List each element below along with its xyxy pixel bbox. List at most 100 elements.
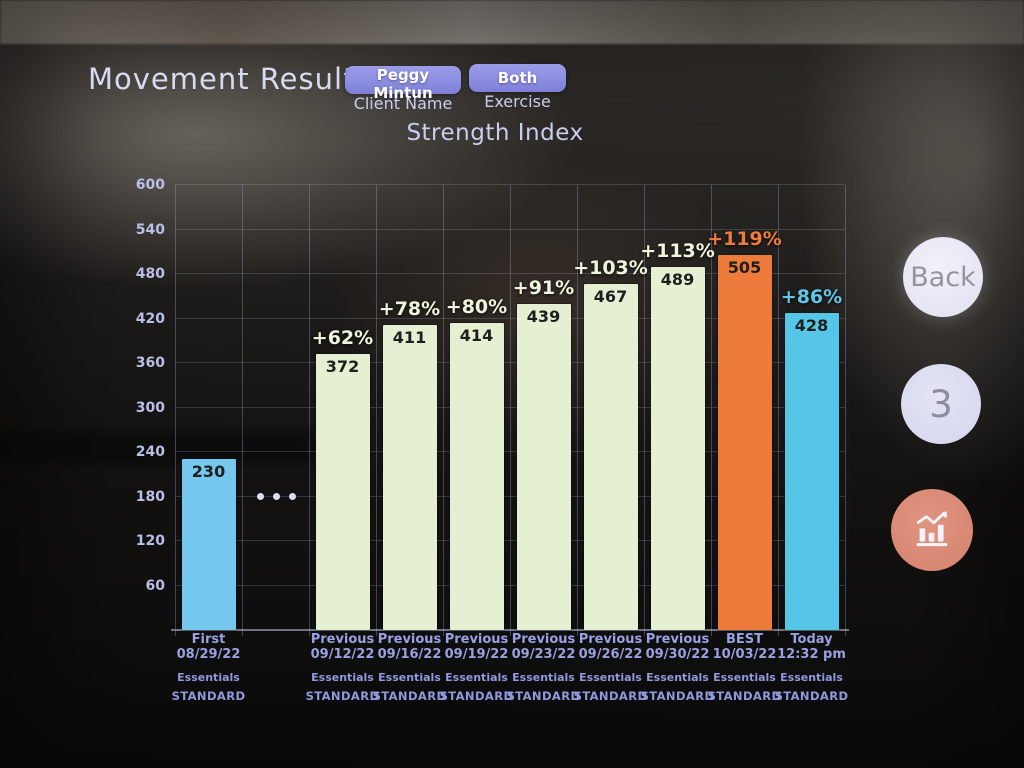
y-axis-label: 60 xyxy=(145,577,165,594)
x-axis-baseline xyxy=(171,629,849,631)
gridline xyxy=(577,185,578,636)
bar-column-label: Previous 09/16/22 xyxy=(366,632,453,662)
level-label: STANDARD xyxy=(774,689,849,703)
program-label: Essentials xyxy=(512,671,575,684)
bar-column-label: BEST 10/03/22 xyxy=(701,632,788,662)
level-label: STANDARD xyxy=(573,689,648,703)
bar-column-label: Previous 09/30/22 xyxy=(634,632,721,662)
gridline xyxy=(443,185,444,636)
gridline xyxy=(376,185,377,636)
bar-chart-trend-icon xyxy=(910,506,954,554)
bar-column-label: Previous 09/12/22 xyxy=(299,632,386,662)
gridline xyxy=(778,185,779,636)
bar-value: 230 xyxy=(191,462,226,482)
level-label: STANDARD xyxy=(707,689,782,703)
y-axis-label: 540 xyxy=(135,221,165,238)
level-label: STANDARD xyxy=(439,689,514,703)
bar-date-label: 09/30/22 xyxy=(645,647,710,662)
gridline xyxy=(175,540,845,541)
gridline xyxy=(175,185,176,636)
program-label: Essentials xyxy=(579,671,642,684)
bar-pct-label: +113% xyxy=(640,240,715,263)
bar-name-label: Previous xyxy=(444,632,509,647)
gridline xyxy=(845,185,846,636)
gridline xyxy=(510,185,511,636)
bar-date-label: 09/26/22 xyxy=(578,647,643,662)
gridline xyxy=(175,362,845,363)
bar-date-label: 09/16/22 xyxy=(377,647,442,662)
result-bar[interactable]: 505 xyxy=(717,255,772,630)
bar-value: 467 xyxy=(593,286,628,306)
bar-value: 505 xyxy=(727,258,762,278)
gridline xyxy=(309,185,310,636)
bar-column-label: Previous 09/26/22 xyxy=(567,632,654,662)
bar-value: 414 xyxy=(459,325,494,345)
bar-pct-label: +78% xyxy=(378,298,441,321)
result-bar[interactable]: 372 xyxy=(315,354,370,630)
y-axis-label: 240 xyxy=(135,444,165,460)
y-axis-label: 120 xyxy=(135,533,165,549)
back-button[interactable]: Back xyxy=(903,237,983,317)
y-axis-label: 600 xyxy=(135,177,165,193)
bar-name-label: Previous xyxy=(578,632,643,647)
program-label: Essentials xyxy=(177,671,240,684)
y-axis-label: 480 xyxy=(135,266,165,282)
program-label: Essentials xyxy=(311,671,374,684)
bar-pct-label: +103% xyxy=(573,256,648,279)
bar-value: 428 xyxy=(794,315,829,335)
bar-date-label: 08/29/22 xyxy=(176,647,241,662)
gridline xyxy=(175,495,845,497)
program-label: Essentials xyxy=(378,671,441,684)
bar-date-label: 10/03/22 xyxy=(712,647,777,662)
level-label: STANDARD xyxy=(506,689,581,703)
level-label: STANDARD xyxy=(171,689,246,703)
bar-column-label: First 08/29/22 xyxy=(165,632,252,662)
bar-name-label: Today xyxy=(790,632,833,647)
program-label: Essentials xyxy=(445,671,508,684)
client-name-button[interactable]: Peggy Mintun xyxy=(345,66,461,102)
bar-pct-label: +62% xyxy=(311,327,374,350)
client-name-label: Client Name xyxy=(353,94,453,113)
bar-name-label: Previous xyxy=(310,632,375,647)
ellipsis-marker xyxy=(256,492,296,500)
y-axis-label: 360 xyxy=(135,355,165,371)
result-bar[interactable]: 489 xyxy=(650,267,705,630)
level-label: STANDARD xyxy=(305,689,380,703)
bar-name-label: BEST xyxy=(725,632,764,647)
result-bar[interactable]: 411 xyxy=(382,325,437,630)
program-label: Essentials xyxy=(713,671,776,684)
bar-value: 372 xyxy=(325,357,360,377)
page-3-button[interactable]: 3 xyxy=(901,364,981,444)
bar-name-label: Previous xyxy=(377,632,442,647)
level-label: STANDARD xyxy=(640,689,715,703)
level-label: STANDARD xyxy=(372,689,447,703)
bar-name-label: Previous xyxy=(645,632,710,647)
result-bar[interactable]: 230 xyxy=(181,459,236,630)
chart-view-button[interactable] xyxy=(891,489,973,571)
exercise-filter-button[interactable]: Both xyxy=(469,64,566,92)
bar-value: 489 xyxy=(660,270,695,290)
page-title: Movement Results xyxy=(88,62,372,96)
bar-value: 411 xyxy=(392,328,427,348)
result-bar[interactable]: 439 xyxy=(516,304,571,630)
bar-date-label: 09/19/22 xyxy=(444,647,509,662)
gridline xyxy=(175,451,845,452)
gridline xyxy=(175,584,845,586)
result-bar[interactable]: 428 xyxy=(784,312,839,630)
bar-column-label: Previous 09/23/22 xyxy=(500,632,587,662)
gridline xyxy=(644,185,645,636)
chart-title: Strength Index xyxy=(406,120,584,146)
bar-column-label: Previous 09/19/22 xyxy=(433,632,520,662)
result-bar[interactable]: 414 xyxy=(449,322,504,630)
y-axis-label: 420 xyxy=(135,310,165,327)
bar-date-label: 09/23/22 xyxy=(511,647,576,662)
gridline xyxy=(175,406,845,408)
bar-name-label: First xyxy=(191,632,226,647)
result-bar[interactable]: 467 xyxy=(583,283,638,630)
bar-value: 439 xyxy=(526,307,561,327)
gridline xyxy=(711,185,712,636)
bar-date-label: 12:32 pm xyxy=(777,647,846,662)
bar-pct-label: +91% xyxy=(512,277,575,300)
bar-date-label: 09/12/22 xyxy=(310,647,375,662)
